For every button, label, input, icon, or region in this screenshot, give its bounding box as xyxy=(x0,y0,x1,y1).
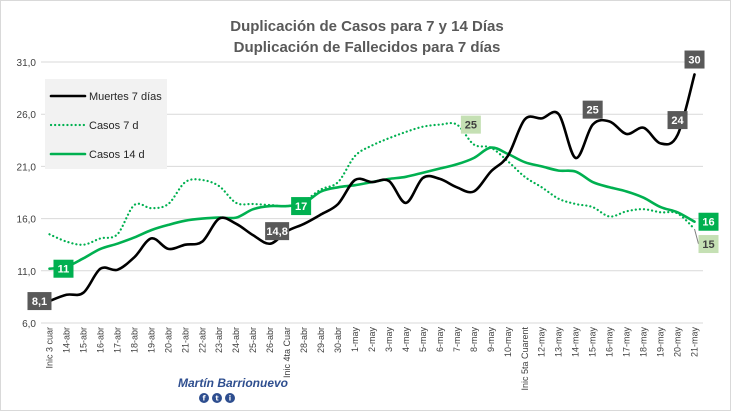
x-tick-label: 29-abr xyxy=(316,327,326,353)
x-tick-label: 7-may xyxy=(452,327,462,353)
x-tick-label: 16-abr xyxy=(95,327,105,353)
x-tick-label: 24-abr xyxy=(231,327,241,353)
x-tick-label: 17-may xyxy=(622,327,632,358)
watermark-name: Martín Barrionuevo xyxy=(178,376,288,390)
series-line-1 xyxy=(48,121,696,246)
x-tick-label: 17-abr xyxy=(112,327,122,353)
x-tick-label: 22-abr xyxy=(197,327,207,353)
x-tick-label: Inic 5ta Cuarent xyxy=(520,327,530,391)
x-tick-label: 19-abr xyxy=(146,327,156,353)
x-tick-label: 6-may xyxy=(435,327,445,353)
data-label: 25 xyxy=(465,120,477,132)
social-icon xyxy=(212,393,222,403)
data-label: 16 xyxy=(702,217,714,229)
data-label-box xyxy=(684,50,705,69)
x-tick-label: 20-may xyxy=(673,327,683,358)
y-tick-label: 31,0 xyxy=(17,58,37,69)
chart-title: Duplicación de Casos para 7 y 14 Días xyxy=(230,18,503,35)
social-icon xyxy=(199,393,209,403)
legend-label: Muertes 7 días xyxy=(89,91,162,103)
data-label-box xyxy=(667,111,688,130)
x-tick-label: 10-may xyxy=(503,327,513,358)
x-tick-label: 30-abr xyxy=(333,327,343,353)
x-tick-label: 16-may xyxy=(605,327,615,358)
x-tick-label: 18-may xyxy=(639,327,649,358)
data-label-box xyxy=(698,212,719,231)
data-label-box xyxy=(698,235,719,254)
x-tick-label: 26-abr xyxy=(265,327,275,353)
legend: Muertes 7 días Casos 7 d Casos 14 d xyxy=(45,79,167,169)
x-tick-label: 14-may xyxy=(571,327,581,358)
y-tick-label: 6,0 xyxy=(22,319,36,330)
x-tick-label: Inic 3 cuar xyxy=(44,327,54,369)
data-label: 17 xyxy=(295,201,307,213)
x-tick-label: 25-abr xyxy=(248,327,258,353)
series-line-0 xyxy=(48,73,696,303)
data-label-box xyxy=(291,197,312,216)
data-label: 14,8 xyxy=(266,226,287,238)
x-tick-label: 28-abr xyxy=(299,327,309,353)
y-tick-label: 16,0 xyxy=(17,215,37,226)
social-icon-glyph: f xyxy=(202,395,206,403)
leader-line xyxy=(694,228,699,245)
social-icon-glyph: i xyxy=(229,395,231,403)
social-icon-glyph: t xyxy=(215,395,219,403)
x-tick-label: 19-may xyxy=(656,327,666,358)
x-tick-label: 1-may xyxy=(350,327,360,353)
data-labels: 8,1 11 14,8 17 25 25 24 30 16 15 xyxy=(27,50,719,311)
x-tick-label: 18-abr xyxy=(129,327,139,353)
x-tick-label: 4-may xyxy=(401,327,411,353)
x-tick-label: 9-may xyxy=(486,327,496,353)
data-label: 25 xyxy=(587,105,599,117)
social-icon xyxy=(225,393,235,403)
data-label: 8,1 xyxy=(32,296,47,308)
y-tick-label: 21,0 xyxy=(17,162,37,173)
x-tick-label: 12-may xyxy=(537,327,547,358)
data-label: 30 xyxy=(688,55,700,67)
data-label-box xyxy=(265,222,290,241)
x-tick-label: 20-abr xyxy=(163,327,173,353)
x-tick-label: 21-abr xyxy=(180,327,190,353)
x-tick-label: 2-may xyxy=(367,327,377,353)
data-label-box xyxy=(582,100,603,119)
x-tick-label: 21-may xyxy=(690,327,700,358)
watermark: Martín Barrionuevo f t i xyxy=(178,376,288,403)
legend-label: Casos 14 d xyxy=(89,149,145,161)
y-tick-label: 26,0 xyxy=(17,110,37,121)
x-tick-label: 14-abr xyxy=(61,327,71,353)
y-axis: 6,0 11,0 16,0 21,0 26,0 31,0 xyxy=(17,58,37,330)
legend-label: Casos 7 d xyxy=(89,120,139,132)
x-tick-label: 15-may xyxy=(588,327,598,358)
x-tick-label: 23-abr xyxy=(214,327,224,353)
series-lines xyxy=(48,73,696,303)
x-tick-label: 8-may xyxy=(469,327,479,353)
data-label-box xyxy=(460,115,481,134)
x-tick-label: 3-may xyxy=(384,327,394,353)
data-label-box xyxy=(53,259,74,278)
x-tick-label: Inic 4ta Cuar xyxy=(282,327,292,378)
x-tick-label: 15-abr xyxy=(78,327,88,353)
data-label: 11 xyxy=(58,264,70,276)
chart-subtitle: Duplicación de Fallecidos para 7 días xyxy=(234,39,501,56)
data-label: 24 xyxy=(671,115,684,127)
x-tick-label: 13-may xyxy=(554,327,564,358)
x-tick-label: 5-may xyxy=(418,327,428,353)
x-axis: Inic 3 cuar 14-abr 15-abr 16-abr 17-abr 18-ab… xyxy=(44,327,699,391)
data-label: 15 xyxy=(702,239,714,251)
y-tick-label: 11,0 xyxy=(17,267,36,278)
data-label-box xyxy=(27,292,52,311)
